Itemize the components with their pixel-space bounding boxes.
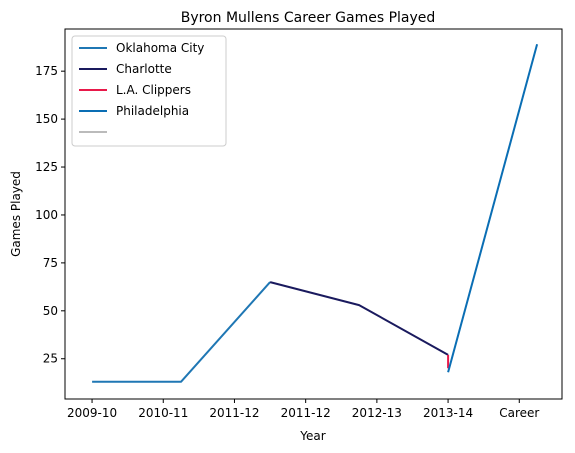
x-tick-label: 2011-12 (209, 406, 259, 420)
x-tick-label: 2012-13 (352, 406, 402, 420)
y-tick-label: 150 (35, 112, 58, 126)
series-line-3 (447, 44, 539, 373)
y-tick-label: 100 (35, 208, 58, 222)
legend-label-0: Oklahoma City (116, 41, 204, 55)
x-tick-label: 2011-12 (281, 406, 331, 420)
y-axis-ticks: 25 50 75 100 125 150 175 (35, 64, 65, 366)
series-line-0 (92, 281, 271, 383)
legend-label-2: L.A. Clippers (116, 83, 191, 97)
x-axis-ticks: 2009-10 2010-11 2011-12 2011-12 2012-13 2013-… (67, 399, 539, 420)
y-tick-label: 175 (35, 64, 58, 78)
plot-frame (64, 28, 563, 400)
x-axis-title: Year (299, 429, 325, 443)
legend: Oklahoma City Charlotte L.A. Clippers Phila… (71, 35, 227, 147)
y-tick-label: 25 (43, 352, 58, 366)
y-axis-title: Games Played (9, 171, 23, 257)
series-layer (92, 44, 539, 383)
series-line-1 (269, 281, 449, 356)
chart-title: Byron Mullens Career Games Played (181, 10, 436, 26)
legend-label-1: Charlotte (116, 62, 172, 76)
y-tick-label: 50 (43, 304, 58, 318)
legend-box (71, 35, 227, 147)
y-tick-label: 125 (35, 160, 58, 174)
legend-label-3: Philadelphia (116, 104, 189, 118)
x-tick-label: 2009-10 (67, 406, 117, 420)
x-tick-label: 2013-14 (423, 406, 473, 420)
y-tick-label: 75 (43, 256, 58, 270)
x-tick-label: Career (499, 406, 539, 420)
x-tick-label: 2010-11 (138, 406, 188, 420)
